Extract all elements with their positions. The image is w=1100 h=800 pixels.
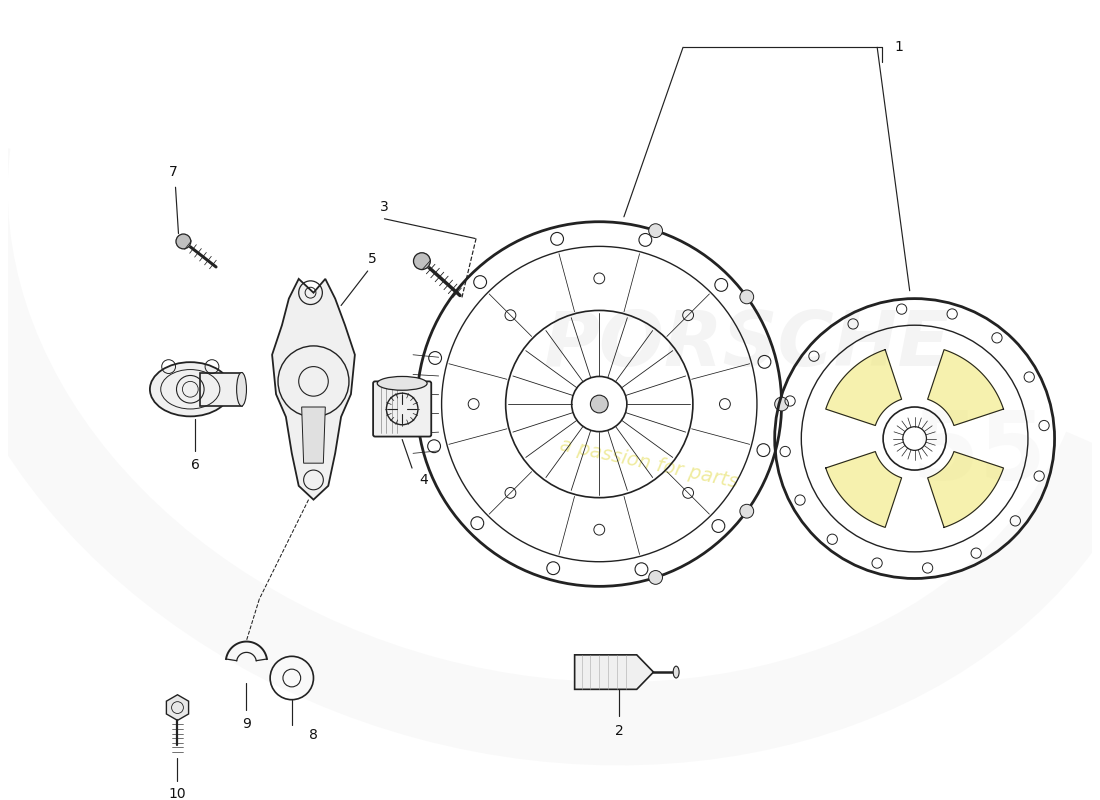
Text: 9: 9 xyxy=(242,718,251,731)
Ellipse shape xyxy=(377,377,427,390)
Circle shape xyxy=(649,224,662,238)
Polygon shape xyxy=(166,694,188,720)
Text: 3: 3 xyxy=(381,200,388,214)
Ellipse shape xyxy=(236,373,246,406)
Ellipse shape xyxy=(150,362,231,416)
Text: 10: 10 xyxy=(168,787,186,800)
Text: 55: 55 xyxy=(911,407,1046,500)
Text: 5: 5 xyxy=(368,252,377,266)
Text: PORSCHE: PORSCHE xyxy=(543,308,950,382)
Text: 8: 8 xyxy=(309,728,318,742)
Text: 4: 4 xyxy=(419,473,428,487)
Polygon shape xyxy=(927,451,1003,527)
Polygon shape xyxy=(826,350,902,426)
Text: 7: 7 xyxy=(169,166,178,179)
Circle shape xyxy=(774,397,789,411)
Circle shape xyxy=(414,253,430,270)
Polygon shape xyxy=(826,451,902,527)
Polygon shape xyxy=(574,655,653,690)
Polygon shape xyxy=(272,279,355,500)
Polygon shape xyxy=(927,350,1003,426)
Text: 2: 2 xyxy=(615,724,624,738)
Circle shape xyxy=(649,570,662,584)
Text: 1: 1 xyxy=(894,40,903,54)
Text: 6: 6 xyxy=(190,458,200,472)
Circle shape xyxy=(591,395,608,413)
Circle shape xyxy=(740,504,754,518)
Polygon shape xyxy=(301,407,326,463)
Circle shape xyxy=(176,234,190,249)
Text: a passion for parts: a passion for parts xyxy=(558,435,739,491)
Circle shape xyxy=(740,290,754,304)
Ellipse shape xyxy=(673,666,679,678)
Polygon shape xyxy=(200,373,242,406)
FancyBboxPatch shape xyxy=(373,382,431,437)
